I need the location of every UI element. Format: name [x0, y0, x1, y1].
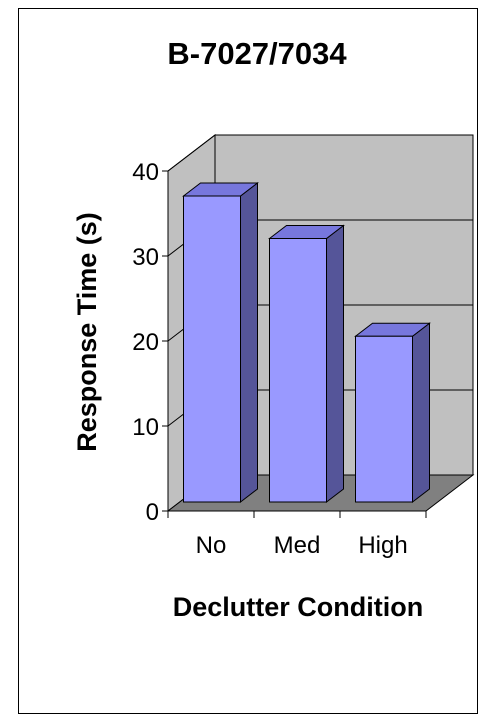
bar-high [355, 335, 413, 503]
bar-side-high [412, 322, 430, 504]
bar-no [183, 195, 241, 503]
y-tick-label: 30 [132, 244, 159, 271]
x-tick-label: No [196, 532, 227, 559]
chart-title: B-7027/7034 [167, 36, 347, 71]
y-tick-label: 20 [132, 329, 159, 356]
y-tick-label: 40 [132, 159, 159, 186]
gridline [167, 134, 473, 172]
plot-area: 0 10 20 30 40 No Med High [132, 133, 475, 559]
bar-med [269, 238, 327, 503]
x-tick-label: Med [274, 532, 321, 559]
bar-side-no [240, 181, 258, 504]
bar-side-med [326, 224, 344, 504]
y-tick-label: 10 [132, 414, 159, 441]
y-axis-label: Response Time (s) [72, 212, 102, 452]
x-axis-label: Declutter Condition [173, 592, 424, 622]
y-tick-label: 0 [146, 499, 159, 526]
x-tick-label: High [358, 532, 407, 559]
